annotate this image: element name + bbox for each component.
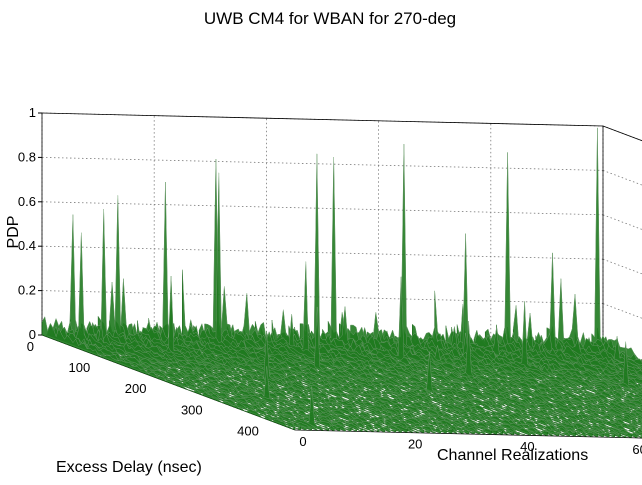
grid-line-right-z [602, 125, 642, 142]
surface-highlight [501, 152, 642, 396]
z-tick-label: 0.4 [18, 238, 36, 253]
surface-highlight [569, 294, 642, 373]
surface-highlight [300, 323, 554, 436]
x-tick-label: 60 [632, 442, 642, 457]
y-tick-label: 400 [237, 423, 259, 438]
surface-highlight [154, 181, 408, 430]
surface-highlight [238, 293, 492, 431]
z-tick-label: 1 [29, 105, 36, 120]
surface-highlight [479, 334, 642, 404]
surface-highlight [462, 301, 642, 412]
surface-highlight [445, 304, 642, 416]
surface-highlight [535, 252, 642, 386]
surface-highlight [586, 339, 642, 366]
z-tick-label: 0.8 [18, 149, 36, 164]
axis-edge-right-top [602, 125, 642, 142]
x-axis-label: Channel Realizations [437, 447, 588, 464]
surface-highlight [546, 327, 642, 380]
x-tick-label: 0 [299, 434, 306, 449]
surface-highlight [97, 316, 352, 430]
surface-layer [41, 127, 642, 439]
surface-highlight [215, 321, 470, 432]
surface-highlight [557, 278, 642, 377]
surface-highlight [58, 232, 312, 429]
surface-highlight [294, 153, 548, 433]
surface-highlight [53, 318, 307, 429]
x-tick-label: 20 [408, 437, 422, 452]
surface-highlight [468, 327, 642, 409]
surface-highlight [507, 326, 642, 394]
surface-highlight [232, 328, 486, 435]
y-axis-ticks: 0 100 200 300 400 [27, 339, 259, 438]
surface-highlight [496, 324, 642, 398]
surface-highlight [193, 325, 447, 432]
grid-line-back-z [41, 290, 604, 304]
surface-highlight [86, 209, 340, 429]
grid-line-back-z [41, 245, 604, 260]
grid-line-right-z [602, 170, 642, 186]
surface-highlight [434, 233, 642, 421]
y-tick-label: 100 [69, 360, 91, 375]
axis-edge-back-top [41, 112, 604, 127]
x-axis-ticks: 020406080100 [299, 434, 642, 457]
surface-highlight [367, 331, 621, 436]
surface-highlight [75, 320, 329, 429]
surface-highlight [187, 319, 442, 432]
surface-highlight [524, 335, 642, 388]
z-tick-label: 0.6 [18, 194, 36, 209]
surface-highlight [451, 327, 642, 415]
y-tick-label: 0 [27, 339, 34, 354]
surface-highlight [322, 156, 576, 433]
surface-highlight [69, 214, 324, 431]
surface-highlight [64, 321, 318, 430]
surface-highlight [255, 320, 509, 435]
z-tick-label: 0 [29, 327, 36, 342]
surface-highlight [580, 332, 642, 369]
z-tick-label: 0.2 [18, 283, 36, 298]
surface-highlight [473, 329, 642, 406]
z-axis-label: PDP [5, 216, 22, 249]
chart-title: UWB CM4 for WBAN for 270-deg [204, 9, 456, 28]
surface-highlight [283, 328, 537, 436]
surface-highlight [92, 322, 346, 431]
surface-highlight [518, 312, 642, 391]
surface-highlight [456, 324, 642, 411]
surface-highlight [350, 276, 604, 435]
surface-highlight [109, 195, 363, 431]
surface-highlight [344, 327, 598, 434]
y-tick-label: 300 [181, 402, 203, 417]
surface-highlight [529, 328, 642, 388]
surface-highlight [378, 321, 632, 435]
surface-highlight [400, 328, 642, 432]
grid-line-back-z [41, 157, 604, 171]
surface-highlight [574, 332, 642, 370]
y-axis-label: Excess Delay (nsec) [56, 459, 202, 476]
y-tick-label: 200 [125, 381, 147, 396]
z-axis-ticks: 0 0.2 0.4 0.6 0.8 1 [18, 105, 42, 342]
surface-highlight [176, 325, 430, 432]
grid-line-right-z [602, 214, 642, 230]
surface-highlight [428, 332, 642, 423]
surface-highlight [423, 332, 642, 425]
grid-line-back-z [41, 201, 604, 216]
surface-highlight [41, 316, 296, 429]
surface-highlight [406, 326, 642, 431]
surface-highlight [591, 127, 642, 363]
surface-highlight [226, 323, 481, 433]
surface-highlight [384, 330, 638, 436]
x-tick-label: 40 [520, 439, 534, 454]
